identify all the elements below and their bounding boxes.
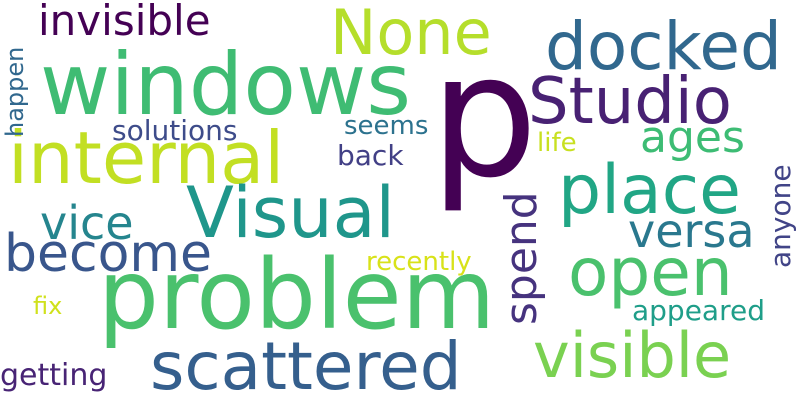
word-p: p [430, 18, 538, 216]
word-visual: Visual [186, 172, 395, 254]
word-appeared: appeared [632, 294, 765, 327]
word-recently: recently [366, 247, 472, 277]
word-invisible: invisible [38, 0, 211, 45]
word-spend: spend [496, 191, 547, 325]
word-back: back [337, 139, 404, 172]
word-life: life [537, 128, 577, 158]
word-versa: versa [628, 204, 755, 258]
word-place: place [558, 151, 741, 230]
word-studio: Studio [528, 65, 732, 139]
word-anyone: anyone [764, 164, 797, 268]
word-windows: windows [40, 35, 412, 135]
word-become: become [4, 224, 213, 284]
word-internal: internal [8, 116, 285, 200]
word-seems: seems [344, 111, 429, 141]
word-solutions: solutions [112, 114, 238, 147]
word-happen: happen [1, 46, 29, 137]
word-getting: getting [0, 358, 108, 393]
word-vice: vice [40, 196, 134, 250]
word-fix: fix [33, 292, 63, 320]
word-open: open [568, 234, 733, 311]
word-problem: problem [98, 239, 496, 351]
word-visible: visible [533, 319, 732, 392]
word-docked: docked [545, 8, 782, 85]
word-none: None [330, 0, 492, 69]
word-scattered: scattered [150, 328, 462, 400]
word-ages: ages [640, 112, 745, 163]
